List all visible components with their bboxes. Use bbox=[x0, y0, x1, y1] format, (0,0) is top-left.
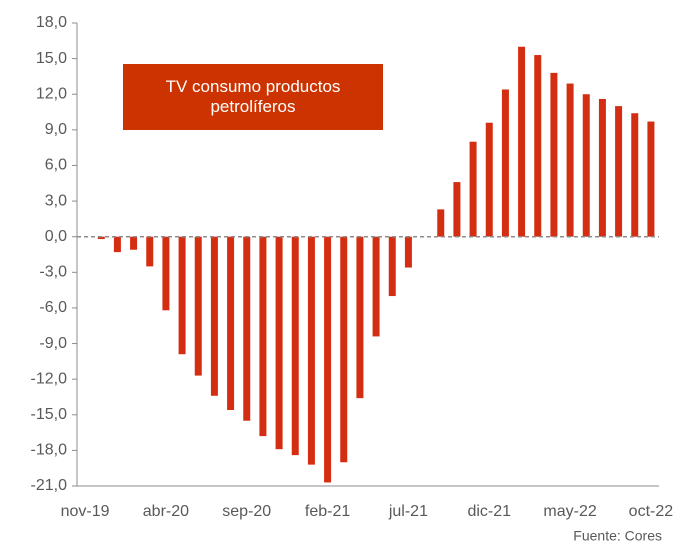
x-tick-label: oct-22 bbox=[629, 503, 674, 520]
y-tick-label: 9,0 bbox=[45, 121, 67, 138]
bar bbox=[210, 236, 218, 396]
bar bbox=[518, 46, 526, 237]
bar bbox=[146, 236, 154, 267]
y-tick-label: 12,0 bbox=[36, 85, 67, 102]
bar bbox=[582, 94, 590, 237]
bar bbox=[647, 121, 655, 237]
bar bbox=[340, 236, 348, 463]
bar bbox=[291, 236, 299, 456]
bar bbox=[388, 236, 396, 297]
y-tick-label: 3,0 bbox=[45, 192, 67, 209]
bar bbox=[243, 236, 251, 421]
bar bbox=[178, 236, 186, 355]
bar bbox=[437, 209, 445, 237]
x-tick-label: nov-19 bbox=[61, 503, 110, 520]
y-tick-label: -15,0 bbox=[31, 406, 68, 423]
bar bbox=[566, 83, 574, 237]
y-tick-label: 18,0 bbox=[36, 14, 67, 31]
bar bbox=[631, 113, 639, 237]
x-tick-label: sep-20 bbox=[222, 503, 271, 520]
y-tick-label: 0,0 bbox=[45, 228, 67, 245]
y-tick-label: -3,0 bbox=[39, 264, 67, 281]
bar bbox=[534, 55, 542, 237]
annotation-box: TV consumo productos petrolíferos bbox=[123, 64, 383, 130]
y-tick-label: -6,0 bbox=[39, 299, 67, 316]
bar bbox=[307, 236, 315, 465]
bar bbox=[130, 236, 138, 250]
x-tick-label: dic-21 bbox=[467, 503, 511, 520]
x-tick-label: feb-21 bbox=[305, 503, 350, 520]
source: Fuente: Cores bbox=[573, 528, 662, 544]
y-tick-label: -9,0 bbox=[39, 335, 67, 352]
y-tick-label: 15,0 bbox=[36, 50, 67, 67]
bar bbox=[227, 236, 235, 411]
x-tick-label: may-22 bbox=[543, 503, 596, 520]
bar bbox=[97, 236, 105, 240]
bar bbox=[615, 106, 623, 237]
bar bbox=[194, 236, 202, 376]
bar bbox=[501, 89, 509, 237]
y-tick-label: -12,0 bbox=[31, 370, 68, 387]
bar bbox=[598, 98, 606, 237]
y-tick-label: -21,0 bbox=[31, 477, 68, 494]
bar bbox=[113, 236, 121, 253]
x-tick-label: abr-20 bbox=[143, 503, 189, 520]
bar bbox=[550, 72, 558, 237]
bar bbox=[372, 236, 380, 337]
bar bbox=[469, 141, 477, 237]
bar bbox=[356, 236, 364, 399]
bar bbox=[453, 182, 461, 237]
x-tick-label: jul-21 bbox=[388, 503, 428, 520]
y-tick-label: -18,0 bbox=[31, 442, 68, 459]
bar bbox=[259, 236, 267, 437]
bar bbox=[275, 236, 283, 450]
bar bbox=[324, 236, 332, 483]
bar bbox=[485, 122, 493, 237]
bar bbox=[162, 236, 170, 311]
y-tick-label: 6,0 bbox=[45, 157, 67, 174]
bar bbox=[404, 236, 412, 268]
